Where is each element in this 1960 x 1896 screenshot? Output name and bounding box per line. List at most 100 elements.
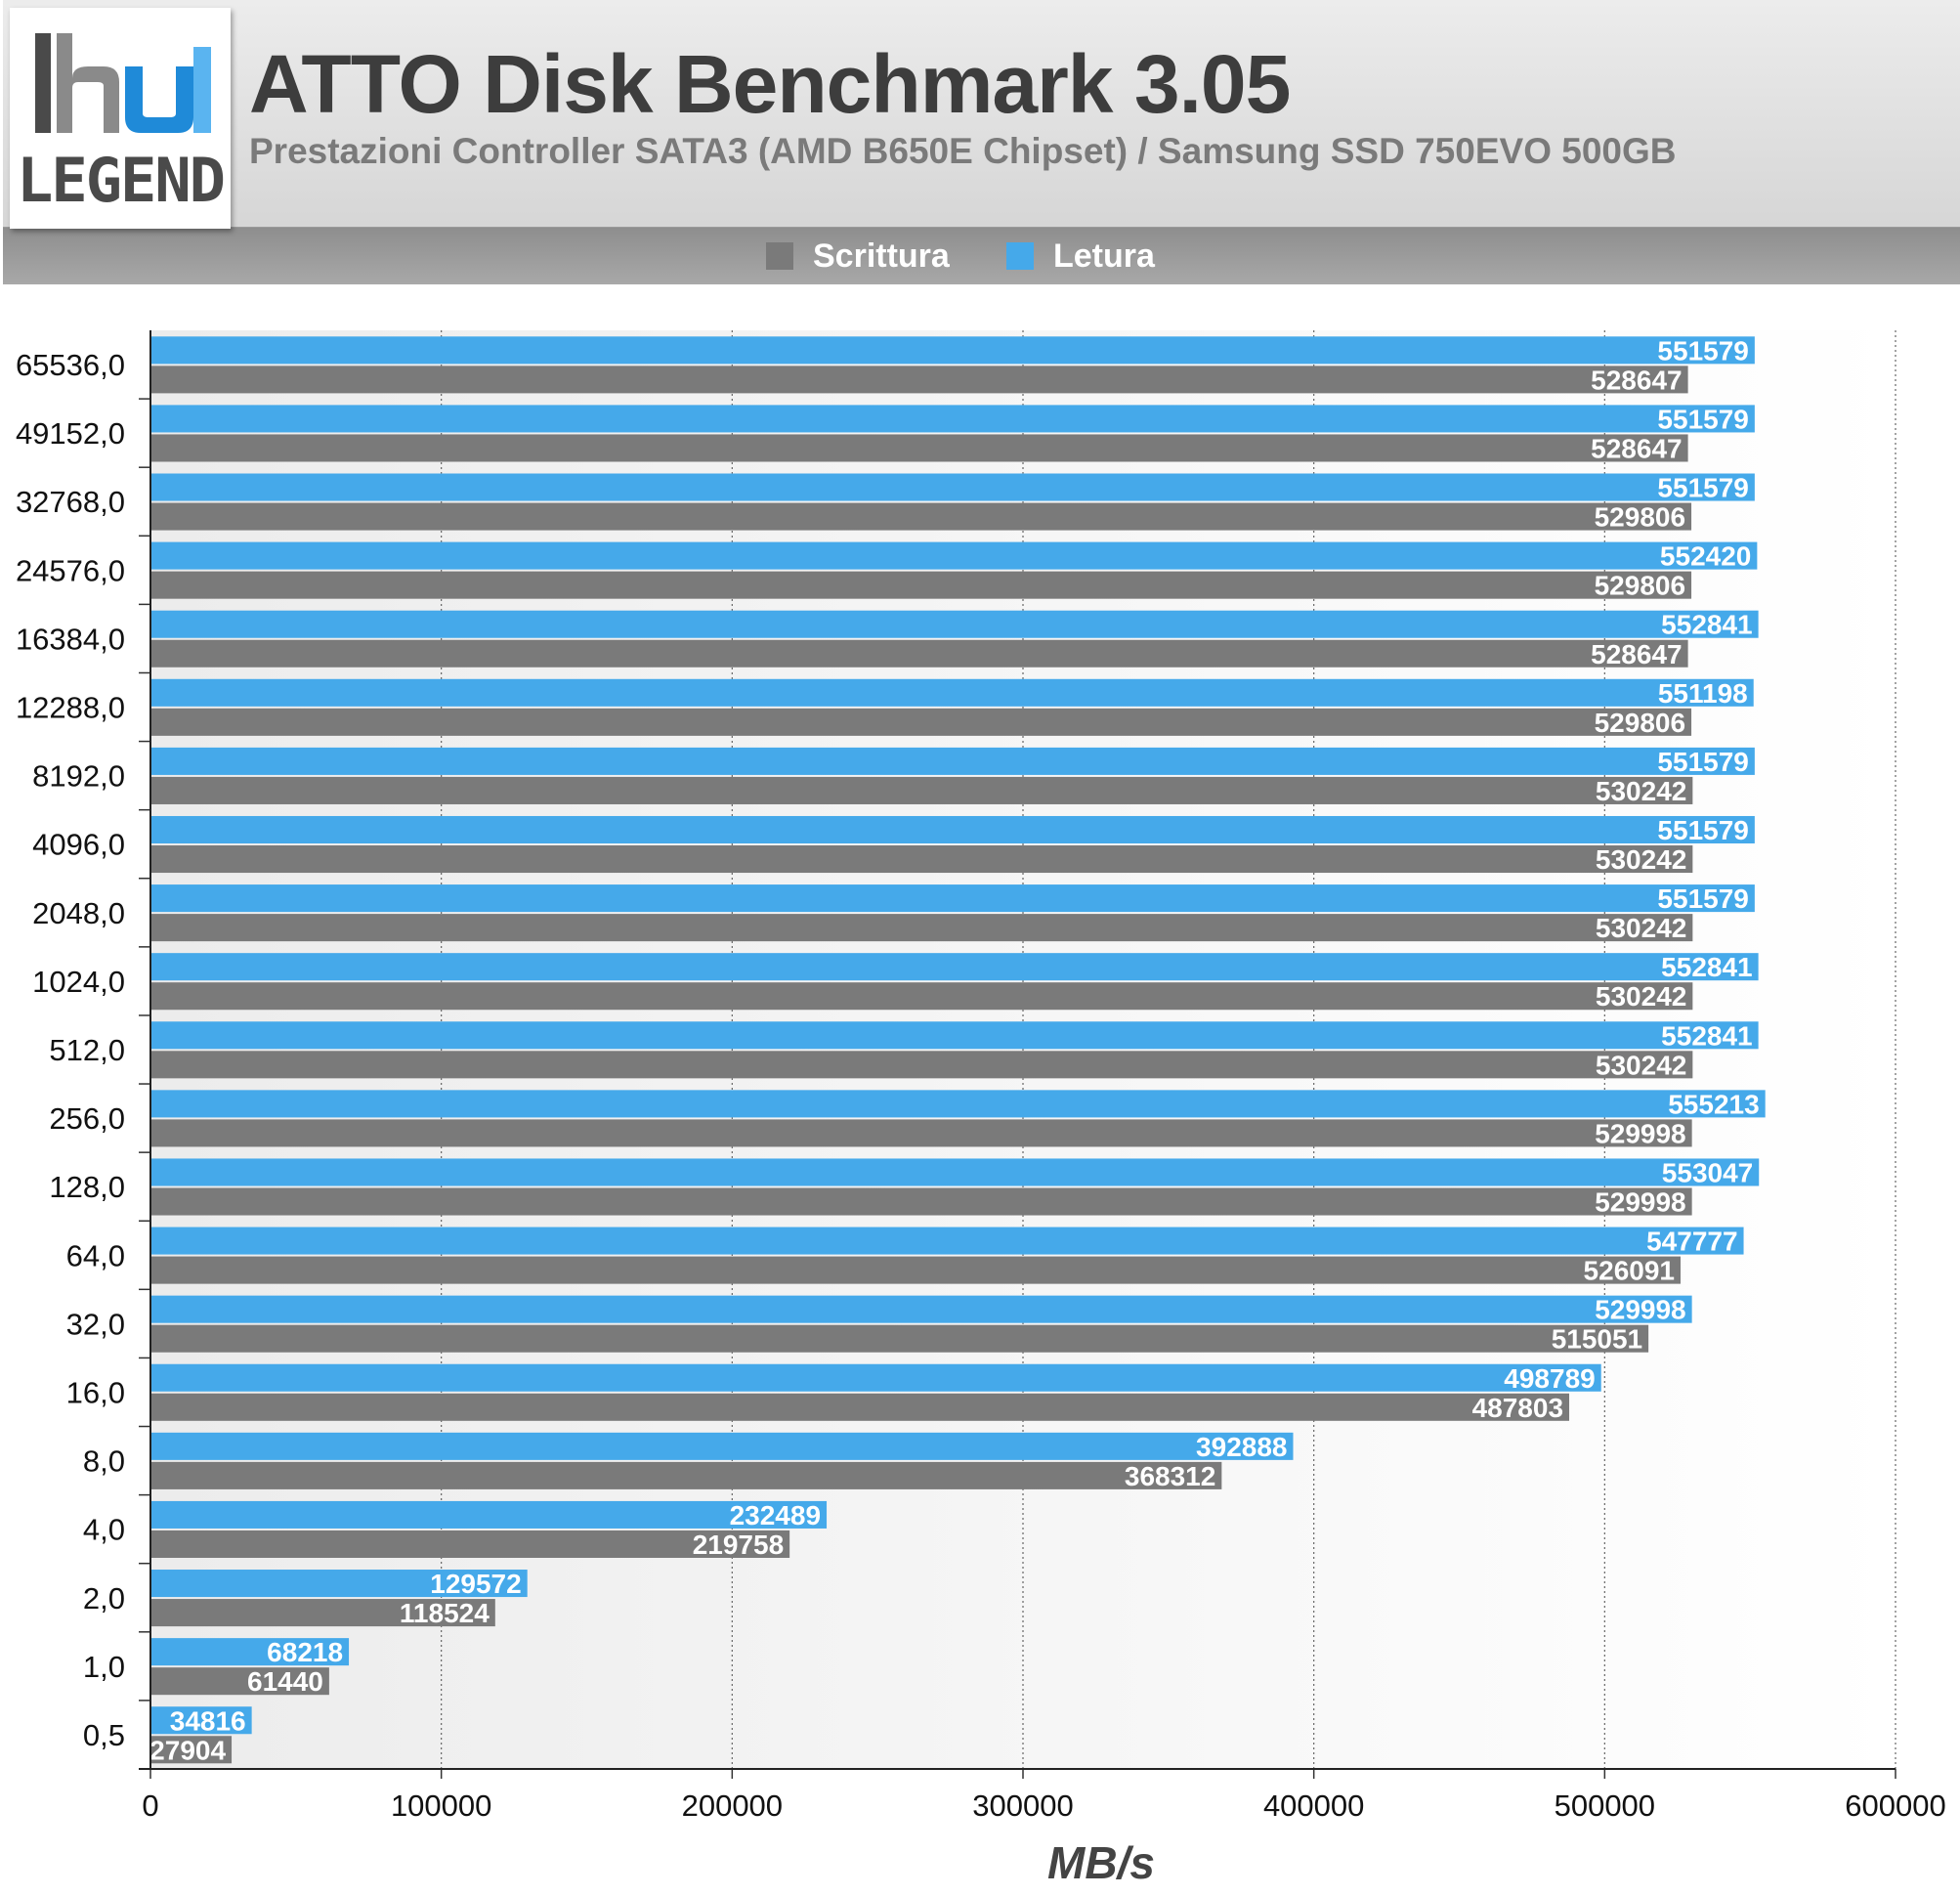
y-tick-label: 2,0	[83, 1581, 125, 1616]
legend-item-read: Letura	[1006, 237, 1155, 275]
x-tick-label: 500000	[1555, 1788, 1655, 1823]
y-tick-label: 2048,0	[32, 896, 125, 930]
y-tick-label: 16384,0	[16, 622, 125, 656]
data-label-write: 529806	[1595, 502, 1685, 533]
bar-read	[150, 1227, 1744, 1255]
data-label-write: 526091	[1584, 1256, 1675, 1286]
bar-write	[150, 1530, 790, 1559]
data-label-write: 219758	[693, 1530, 784, 1560]
legend-swatch-read	[1006, 242, 1034, 270]
bar-read	[150, 747, 1755, 775]
bar-write	[150, 1324, 1649, 1353]
y-tick-label: 0,5	[83, 1718, 125, 1752]
chart-header: ATTO Disk Benchmark 3.05 Prestazioni Con…	[3, 0, 1960, 229]
data-label-write: 529998	[1595, 1187, 1685, 1218]
bar-write	[150, 434, 1688, 462]
bar-read	[150, 953, 1759, 981]
bar-write	[150, 502, 1692, 531]
bar-read	[150, 1295, 1692, 1323]
y-tick-label: 65536,0	[16, 348, 125, 382]
x-tick-label: 0	[142, 1788, 158, 1823]
data-label-write: 515051	[1552, 1324, 1642, 1355]
data-label-write: 530242	[1596, 776, 1686, 806]
bar-read	[150, 1363, 1601, 1392]
data-label-read: 552420	[1660, 541, 1751, 572]
bar-write	[150, 571, 1692, 599]
bar-write	[150, 1736, 233, 1764]
bar-read	[150, 336, 1755, 365]
y-tick-label: 512,0	[49, 1033, 125, 1067]
y-tick-label: 256,0	[49, 1101, 125, 1136]
bar-write	[150, 1393, 1570, 1421]
data-label-read: 551579	[1657, 747, 1748, 777]
data-label-write: 528647	[1591, 365, 1682, 395]
data-label-read: 34816	[170, 1705, 246, 1736]
y-tick-label: 8,0	[83, 1444, 125, 1479]
bar-read	[150, 1158, 1760, 1186]
data-label-write: 530242	[1596, 844, 1686, 875]
bar-write	[150, 1119, 1692, 1147]
data-label-write: 61440	[247, 1666, 323, 1697]
bar-read	[150, 541, 1758, 570]
data-label-write: 118524	[400, 1598, 490, 1628]
bar-read	[150, 405, 1755, 433]
logo-text: LEGEND	[17, 145, 226, 216]
data-label-read: 392888	[1196, 1432, 1287, 1462]
bar-read	[150, 884, 1755, 913]
y-tick-label: 16,0	[66, 1375, 125, 1409]
data-label-read: 498789	[1504, 1363, 1595, 1394]
y-tick-label: 49152,0	[16, 416, 125, 451]
bar-read	[150, 1638, 350, 1666]
chart-legend: Scrittura Letura	[3, 228, 1960, 284]
y-tick-label: 12288,0	[16, 691, 125, 725]
data-label-read: 129572	[430, 1569, 521, 1599]
legend-logo: LEGEND	[10, 8, 231, 229]
bar-write	[150, 845, 1693, 874]
bar-write	[150, 708, 1692, 736]
bar-write	[150, 776, 1693, 804]
bar-read	[150, 610, 1759, 638]
bar-write	[150, 366, 1688, 394]
bar-write	[150, 982, 1693, 1011]
data-label-write: 530242	[1596, 981, 1686, 1012]
data-label-read: 555213	[1668, 1089, 1759, 1119]
logo-mark-icon	[35, 33, 211, 133]
bar-read	[150, 815, 1755, 844]
data-label-read: 551579	[1657, 473, 1748, 503]
x-axis-label: MB/s	[1047, 1837, 1155, 1888]
x-tick-label: 600000	[1845, 1788, 1945, 1823]
bar-read	[150, 1021, 1759, 1050]
bar-write	[150, 639, 1688, 668]
x-tick-label: 200000	[682, 1788, 783, 1823]
data-label-read: 553047	[1662, 1157, 1753, 1187]
y-tick-label: 1024,0	[32, 965, 125, 999]
y-tick-label: 8192,0	[32, 759, 125, 794]
data-label-write: 530242	[1596, 1050, 1686, 1080]
data-label-read: 552841	[1661, 1020, 1752, 1051]
bar-read	[150, 1090, 1766, 1118]
chart-subtitle: Prestazioni Controller SATA3 (AMD B650E …	[249, 131, 1677, 171]
data-label-write: 368312	[1125, 1461, 1215, 1491]
data-label-write: 27904	[149, 1735, 226, 1765]
data-label-read: 68218	[267, 1637, 343, 1667]
y-tick-label: 24576,0	[16, 553, 125, 587]
y-tick-label: 32,0	[66, 1307, 125, 1341]
bar-write	[150, 1667, 329, 1696]
x-tick-label: 400000	[1263, 1788, 1364, 1823]
x-tick-label: 100000	[391, 1788, 491, 1823]
data-label-read: 529998	[1595, 1295, 1685, 1325]
data-label-write: 487803	[1472, 1393, 1563, 1423]
data-label-read: 551579	[1657, 815, 1748, 845]
bar-read	[150, 1500, 828, 1529]
bar-write	[150, 1187, 1692, 1216]
data-label-write: 528647	[1591, 639, 1682, 669]
data-label-read: 232489	[730, 1500, 821, 1530]
data-label-read: 552841	[1661, 610, 1752, 640]
bar-write	[150, 1461, 1222, 1489]
bar-read	[150, 1570, 528, 1598]
data-label-read: 551198	[1658, 678, 1748, 709]
bar-read	[150, 1706, 252, 1735]
legend-swatch-write	[766, 242, 793, 270]
bar-write	[150, 1256, 1681, 1284]
